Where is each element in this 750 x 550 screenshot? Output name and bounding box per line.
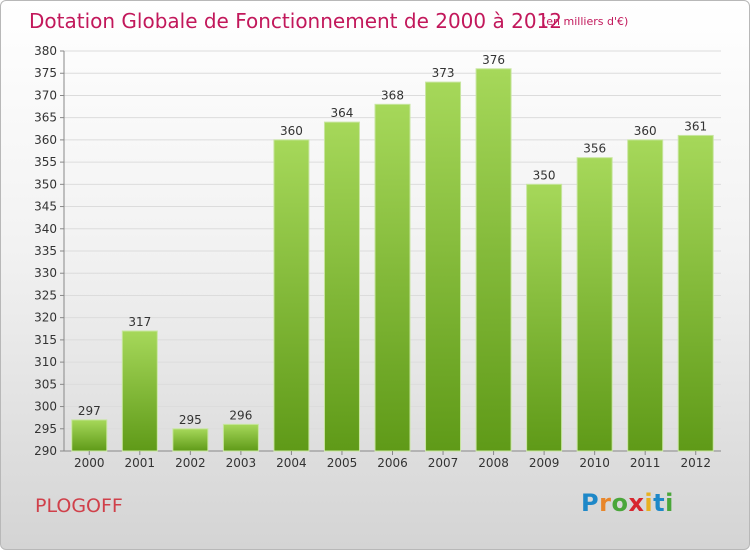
y-tick-label: 350 xyxy=(34,177,57,191)
bar-value-label: 356 xyxy=(583,142,606,156)
y-tick-label: 310 xyxy=(34,355,57,369)
y-tick-label: 375 xyxy=(34,66,57,80)
x-tick-label: 2003 xyxy=(226,456,257,470)
bar xyxy=(374,103,411,452)
bar xyxy=(121,330,158,452)
x-tick-label: 2010 xyxy=(579,456,610,470)
bar-value-label: 364 xyxy=(331,106,354,120)
y-tick-label: 330 xyxy=(34,266,57,280)
brand-letter: t xyxy=(653,489,666,517)
brand-letter: r xyxy=(599,489,612,517)
x-tick-label: 2007 xyxy=(428,456,459,470)
x-tick-label: 2008 xyxy=(478,456,509,470)
brand-logo: Proxiti xyxy=(581,489,674,517)
x-tick-label: 2004 xyxy=(276,456,307,470)
bar-value-label: 295 xyxy=(179,413,202,427)
chart-title: Dotation Globale de Fonctionnement de 20… xyxy=(29,9,562,33)
bar xyxy=(323,121,360,452)
brand-letter: P xyxy=(581,489,600,517)
y-tick-label: 305 xyxy=(34,377,57,391)
town-name: PLOGOFF xyxy=(35,495,123,517)
y-tick-label: 325 xyxy=(34,288,57,302)
y-tick-label: 380 xyxy=(34,44,57,58)
bar-value-label: 296 xyxy=(229,408,252,422)
x-tick-label: 2006 xyxy=(377,456,408,470)
y-tick-label: 295 xyxy=(34,422,57,436)
bar-value-label: 376 xyxy=(482,53,505,67)
bar xyxy=(576,157,613,452)
bar xyxy=(526,183,563,452)
y-tick-label: 290 xyxy=(34,444,57,458)
bar-value-label: 360 xyxy=(634,124,657,138)
y-tick-label: 345 xyxy=(34,200,57,214)
bar xyxy=(222,423,259,452)
y-tick-label: 365 xyxy=(34,111,57,125)
x-tick-label: 2001 xyxy=(125,456,156,470)
brand-letter: o xyxy=(611,489,629,517)
bar xyxy=(677,134,714,452)
bar xyxy=(71,419,108,452)
y-tick-label: 300 xyxy=(34,400,57,414)
brand-letter: x xyxy=(628,489,645,517)
bar-value-label: 317 xyxy=(128,315,151,329)
bar-value-label: 368 xyxy=(381,88,404,102)
x-tick-label: 2002 xyxy=(175,456,206,470)
x-tick-label: 2009 xyxy=(529,456,560,470)
y-tick-label: 370 xyxy=(34,88,57,102)
bar-value-label: 350 xyxy=(533,168,556,182)
y-tick-label: 355 xyxy=(34,155,57,169)
y-tick-label: 360 xyxy=(34,133,57,147)
unit-note: (en milliers d'€) xyxy=(542,15,629,28)
x-tick-label: 2012 xyxy=(680,456,711,470)
bar-value-label: 373 xyxy=(432,66,455,80)
bar-value-label: 360 xyxy=(280,124,303,138)
brand-letter: i xyxy=(644,489,654,517)
bar xyxy=(273,139,310,452)
bar xyxy=(627,139,664,452)
y-tick-label: 335 xyxy=(34,244,57,258)
brand-letter: i xyxy=(665,489,674,517)
bar-value-label: 361 xyxy=(684,119,707,133)
x-tick-label: 2005 xyxy=(327,456,358,470)
x-tick-label: 2000 xyxy=(74,456,105,470)
y-tick-label: 320 xyxy=(34,311,57,325)
y-tick-label: 315 xyxy=(34,333,57,347)
bar-value-label: 297 xyxy=(78,404,101,418)
bar xyxy=(425,81,462,452)
bar xyxy=(172,428,209,452)
bar xyxy=(475,68,512,452)
y-tick-label: 340 xyxy=(34,222,57,236)
x-tick-label: 2011 xyxy=(630,456,661,470)
